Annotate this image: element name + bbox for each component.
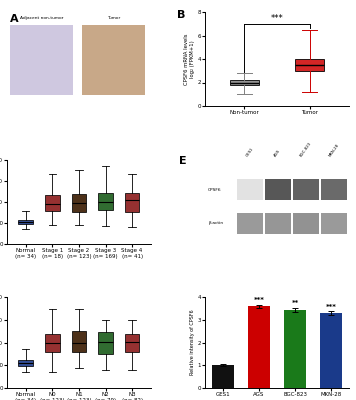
- PathPatch shape: [295, 59, 324, 71]
- PathPatch shape: [45, 195, 60, 211]
- Text: BGC-823: BGC-823: [299, 142, 312, 158]
- Bar: [237, 179, 263, 200]
- Bar: [265, 212, 291, 234]
- Bar: [237, 212, 263, 234]
- Text: GES1: GES1: [245, 147, 255, 158]
- PathPatch shape: [19, 220, 33, 224]
- PathPatch shape: [72, 331, 86, 352]
- Text: MKN-28: MKN-28: [328, 143, 340, 158]
- Text: **: **: [292, 300, 299, 306]
- Text: E: E: [179, 156, 187, 166]
- Text: β-actin: β-actin: [208, 221, 223, 225]
- PathPatch shape: [72, 194, 86, 212]
- Text: Adjacent non-tumor: Adjacent non-tumor: [20, 16, 63, 20]
- Text: Tumor: Tumor: [107, 16, 120, 20]
- Text: ***: ***: [254, 298, 265, 304]
- Bar: [293, 212, 319, 234]
- Bar: [248, 306, 270, 388]
- PathPatch shape: [230, 80, 259, 85]
- Y-axis label: CPSF6 mRNA levels
log₂ (FPKM+1): CPSF6 mRNA levels log₂ (FPKM+1): [184, 33, 195, 85]
- PathPatch shape: [19, 360, 33, 366]
- Text: A: A: [10, 14, 19, 24]
- PathPatch shape: [125, 334, 140, 352]
- Bar: [284, 310, 306, 388]
- PathPatch shape: [98, 193, 113, 210]
- Bar: [293, 179, 319, 200]
- Text: AGS: AGS: [274, 149, 282, 158]
- Bar: [213, 365, 234, 388]
- Bar: [265, 179, 291, 200]
- Bar: [321, 212, 347, 234]
- PathPatch shape: [125, 193, 140, 212]
- Bar: [320, 313, 342, 388]
- Bar: [10, 25, 73, 95]
- PathPatch shape: [45, 334, 60, 352]
- Text: B: B: [177, 10, 185, 20]
- Y-axis label: Relative intensity of CPSF6: Relative intensity of CPSF6: [190, 310, 195, 376]
- Bar: [82, 25, 145, 95]
- Bar: [321, 179, 347, 200]
- Text: ***: ***: [271, 14, 283, 22]
- Text: ***: ***: [325, 304, 336, 310]
- Text: CPSF6: CPSF6: [208, 188, 222, 192]
- PathPatch shape: [98, 332, 113, 354]
